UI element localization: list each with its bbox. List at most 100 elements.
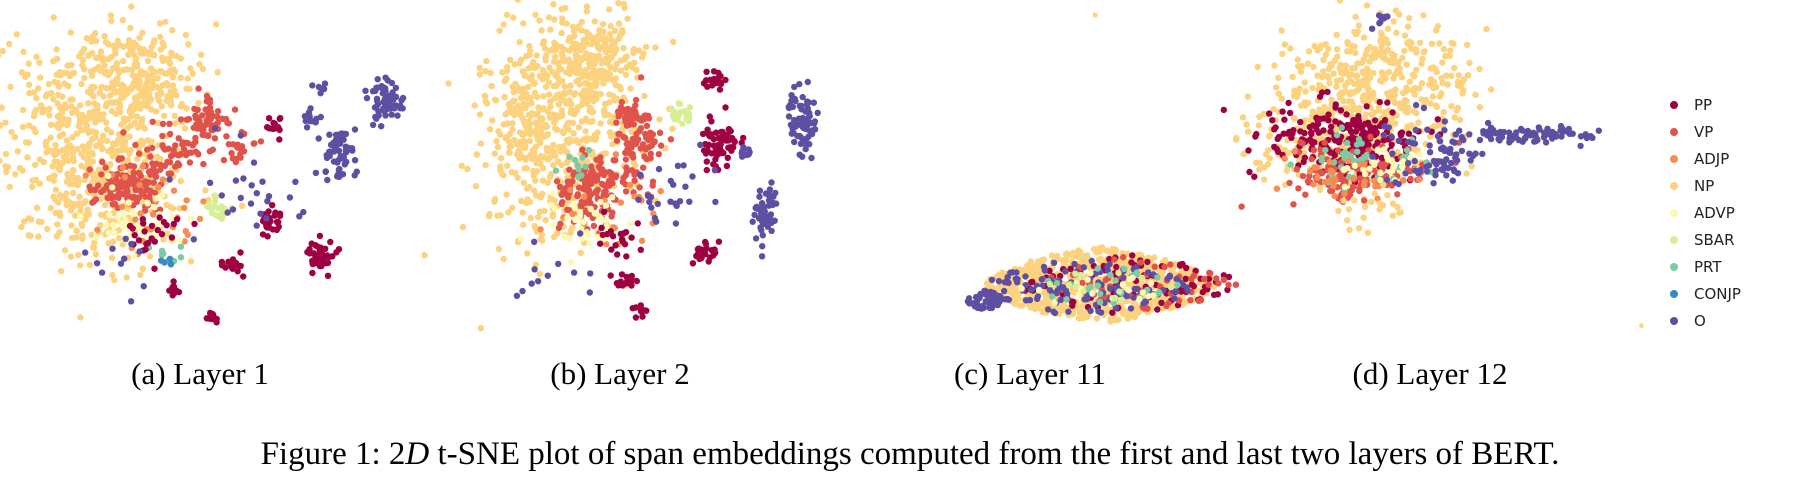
scatter-point-vp [157,166,164,173]
scatter-point-advp [92,234,100,241]
scatter-point-advp [587,205,594,213]
scatter-point-pp [170,278,177,285]
scatter-point-np [13,31,20,38]
scatter-point-np [550,233,558,240]
scatter-point-adjp [159,176,167,183]
scatter-point-sbar [1072,283,1079,290]
scatter-point-np [527,214,534,222]
scatter-point-pp [715,238,723,245]
scatter-point-o [680,162,687,169]
scatter-point-np [77,102,84,109]
scatter-point-np [546,173,554,181]
scatter-point-vp [657,142,665,149]
scatter-point-np [89,33,96,41]
scatter-point-np [1120,308,1128,315]
scatter-point-o [534,278,542,285]
scatter-point-pp [717,80,725,88]
scatter-point-o [997,294,1004,302]
scatter-point-np [77,314,84,321]
scatter-point-np [584,80,591,88]
scatter-point-np [482,92,489,100]
scatter-point-np [1243,121,1250,128]
scatter-point-np [128,110,135,118]
scatter-point-pp [1144,258,1151,266]
scatter-point-pp [275,218,282,226]
scatter-point-np [66,181,74,188]
scatter-point-np [91,83,98,91]
scatter-point-pp [131,232,138,239]
scatter-point-prt [1096,298,1104,306]
scatter-point-np [159,82,167,89]
scatter-point-np [43,149,50,156]
scatter-point-o [1000,287,1008,295]
scatter-point-o [686,198,693,205]
scatter-point-np [75,111,82,118]
scatter-point-vp [603,183,610,190]
scatter-point-pp [617,230,624,238]
scatter-point-conjp [161,259,168,266]
scatter-point-vp [557,220,564,227]
scatter-point-np [606,118,614,126]
scatter-point-o [993,301,1001,309]
scatter-point-np [565,56,572,63]
scatter-point-pp [597,240,604,247]
scatter-point-pp [1307,136,1314,143]
scatter-point-pp [156,214,163,221]
scatter-point-np [103,137,111,145]
scatter-point-o [98,269,106,276]
scatter-point-vp [147,153,154,160]
scatter-point-np [558,110,565,117]
scatter-point-np [1354,28,1362,35]
scatter-point-pp [1300,158,1307,166]
scatter-point-pp [141,228,148,235]
scatter-point-advp [159,192,166,199]
scatter-point-vp [116,191,123,198]
scatter-point-o [166,176,173,183]
scatter-panel-layer-2 [421,0,821,332]
scatter-point-np [519,209,526,216]
scatter-point-vp [1238,203,1245,210]
scatter-point-o [674,162,682,169]
scatter-point-o [373,97,381,105]
scatter-point-np [108,254,116,262]
scatter-point-np [1281,41,1289,48]
scatter-point-o [811,126,819,133]
scatter-point-np [1344,39,1351,46]
scatter-point-np [566,34,573,41]
scatter-point-np [163,97,170,105]
scatter-point-np [58,268,65,275]
scatter-point-np [53,233,61,240]
scatter-point-np [1404,123,1411,130]
scatter-point-np [146,253,154,260]
scatter-point-np [81,115,89,123]
scatter-point-np [1440,109,1447,116]
scatter-point-np [156,20,164,27]
scatter-point-np [177,103,185,110]
scatter-point-o [804,105,811,112]
scatter-point-np [491,150,499,157]
scatter-point-np [1415,119,1422,126]
scatter-point-vp [166,159,174,166]
scatter-point-np [1093,315,1101,322]
scatter-point-adjp [657,188,664,195]
scatter-point-pp [313,252,321,259]
scatter-point-vp [198,126,205,133]
scatter-point-np [1287,45,1294,52]
scatter-point-vp [590,222,598,230]
scatter-point-o [301,113,309,120]
scatter-point-np [1382,36,1390,43]
scatter-point-vp [556,183,564,191]
scatter-point-vp [1367,133,1374,140]
scatter-point-np [487,69,494,77]
scatter-point-np [1077,305,1084,312]
scatter-point-o [689,173,696,180]
scatter-point-pp [1346,125,1353,132]
scatter-point-np [1336,65,1343,72]
scatter-point-np [485,212,493,220]
scatter-point-pp [612,242,619,249]
scatter-point-o [796,80,803,88]
scatter-point-np [560,129,567,137]
scatter-point-np [542,121,549,129]
scatter-point-vp [1151,263,1158,270]
scatter-point-prt [575,173,582,180]
